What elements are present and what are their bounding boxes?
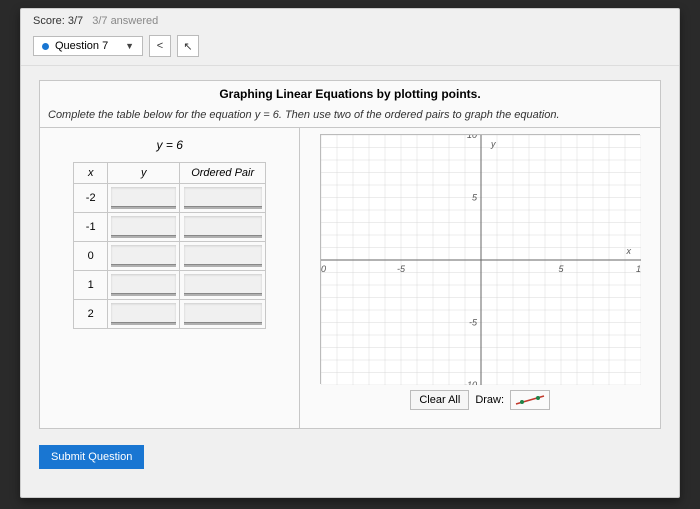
x-cell: 1 (74, 271, 108, 300)
ordered-pair-input[interactable] (184, 303, 262, 325)
y-input[interactable] (111, 274, 176, 296)
svg-text:-5: -5 (397, 264, 406, 274)
table-row: 1 (74, 271, 266, 300)
draw-label: Draw: (475, 394, 504, 406)
svg-text:-5: -5 (469, 318, 478, 328)
y-input[interactable] (111, 187, 176, 209)
svg-text:x: x (626, 246, 632, 256)
svg-text:-10: -10 (464, 380, 477, 385)
value-table: x y Ordered Pair -2-1012 (73, 162, 266, 329)
table-row: 0 (74, 242, 266, 271)
question-nav: Question 7 ▼ < ↖ (21, 31, 679, 66)
submit-question-button[interactable]: Submit Question (39, 445, 144, 469)
x-cell: 0 (74, 242, 108, 271)
svg-text:10: 10 (467, 135, 477, 140)
cursor-tool-button[interactable]: ↖ (177, 35, 199, 57)
ordered-pair-input[interactable] (184, 216, 262, 238)
svg-text:10: 10 (636, 264, 641, 274)
question-select[interactable]: Question 7 ▼ (33, 36, 143, 56)
cursor-icon: ↖ (183, 40, 192, 53)
prev-question-button[interactable]: < (149, 35, 171, 57)
ordered-pair-input[interactable] (184, 274, 262, 296)
ordered-pair-input[interactable] (184, 245, 262, 267)
col-y: y (108, 163, 180, 184)
x-cell: 2 (74, 300, 108, 329)
question-card: Graphing Linear Equations by plotting po… (39, 80, 661, 429)
table-row: -1 (74, 213, 266, 242)
table-row: -2 (74, 184, 266, 213)
col-pair: Ordered Pair (180, 163, 266, 184)
chevron-left-icon: < (157, 40, 163, 52)
card-title: Graphing Linear Equations by plotting po… (40, 81, 660, 107)
svg-text:y: y (490, 139, 496, 149)
submit-row: Submit Question (21, 435, 679, 479)
graph-controls: Clear All Draw: (410, 390, 550, 410)
card-body: y = 6 x y Ordered Pair -2-1012 (40, 128, 660, 428)
x-cell: -2 (74, 184, 108, 213)
y-input[interactable] (111, 303, 176, 325)
x-cell: -1 (74, 213, 108, 242)
score-row: Score: 3/7 3/7 answered (21, 9, 679, 31)
ordered-pair-input[interactable] (184, 187, 262, 209)
draw-tool-line[interactable] (510, 390, 550, 410)
score-value: 3/7 (68, 15, 83, 27)
equation-label: y = 6 (50, 138, 289, 152)
card-instruction: Complete the table below for the equatio… (40, 107, 660, 128)
clear-all-button[interactable]: Clear All (410, 390, 469, 410)
question-label: Question 7 (55, 40, 108, 52)
quiz-page: Score: 3/7 3/7 answered Question 7 ▼ < ↖… (20, 8, 680, 498)
svg-text:10: 10 (321, 264, 326, 274)
coordinate-grid[interactable]: 51010-5510-10-5xy (320, 134, 640, 384)
table-row: 2 (74, 300, 266, 329)
score-label: Score: (33, 15, 65, 27)
graph-column: 51010-5510-10-5xy Clear All Draw: (300, 128, 660, 428)
table-column: y = 6 x y Ordered Pair -2-1012 (40, 128, 300, 428)
grid-svg: 51010-5510-10-5xy (321, 135, 641, 385)
y-input[interactable] (111, 216, 176, 238)
col-x: x (74, 163, 108, 184)
chevron-down-icon: ▼ (125, 41, 134, 51)
line-tool-icon (512, 392, 548, 408)
status-dot-icon (42, 43, 49, 50)
answered-count: 3/7 answered (92, 15, 158, 27)
content-area: Graphing Linear Equations by plotting po… (21, 66, 679, 435)
y-input[interactable] (111, 245, 176, 267)
